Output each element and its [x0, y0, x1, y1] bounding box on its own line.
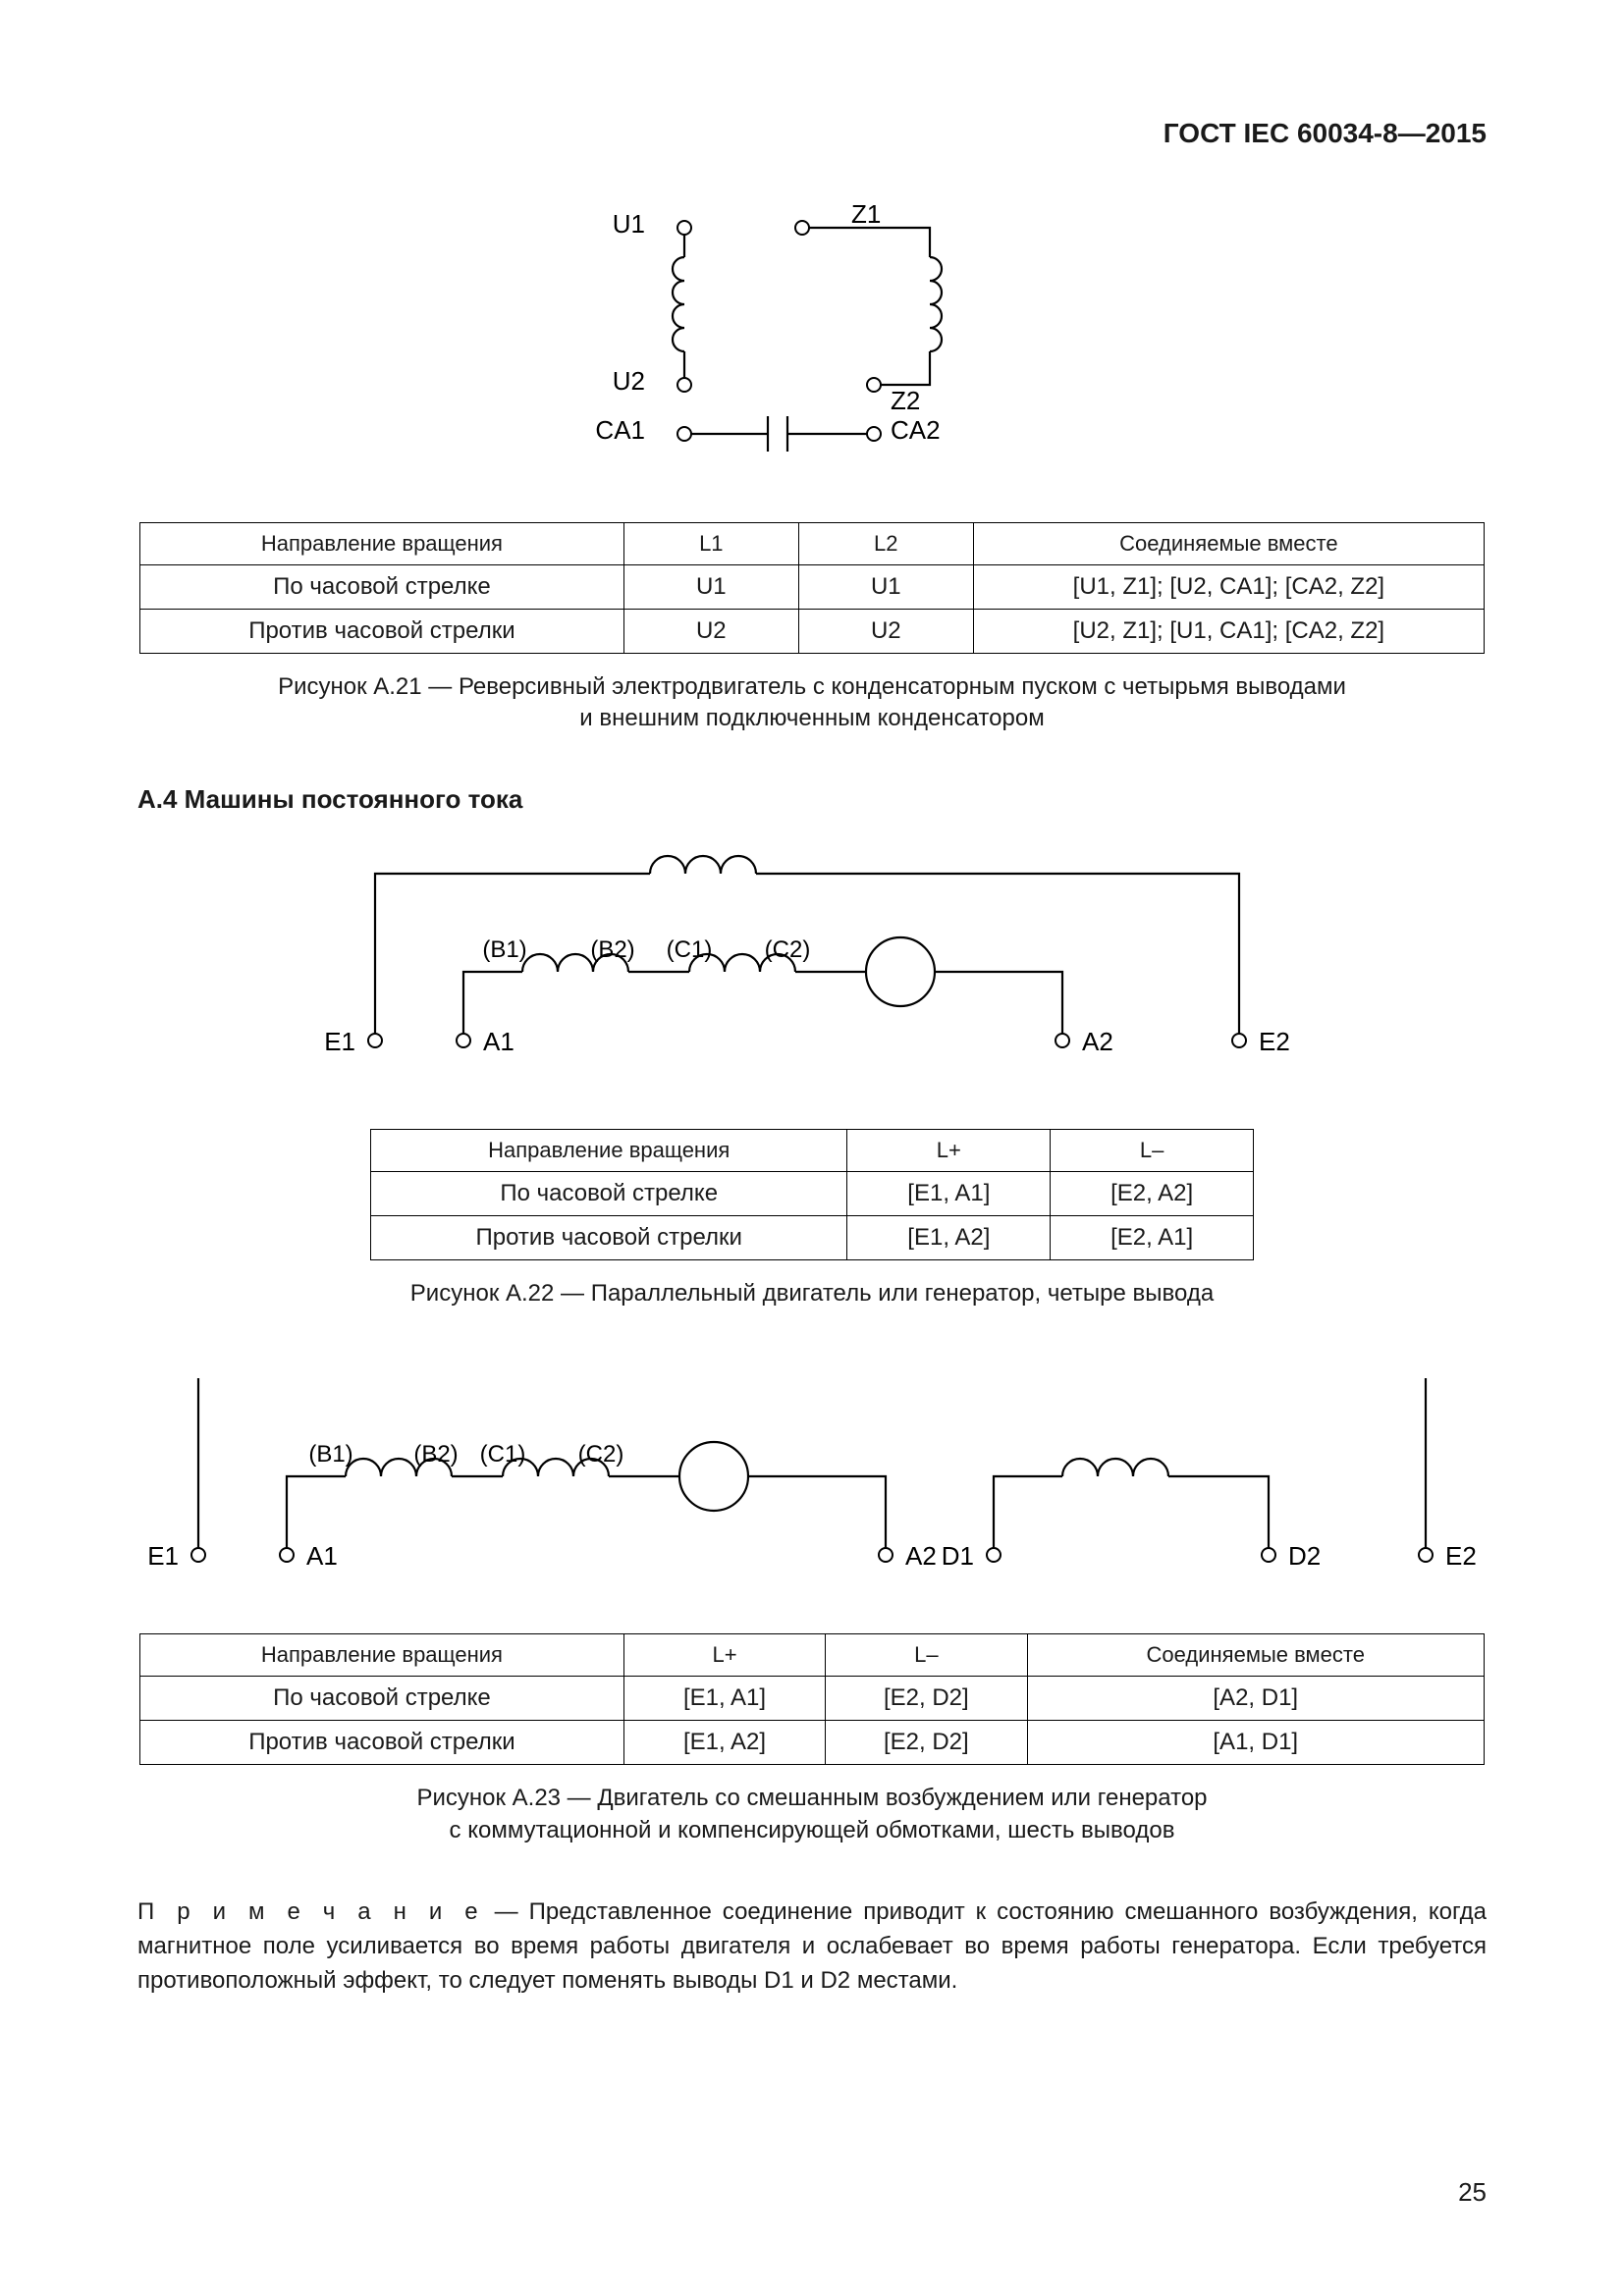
- label-ca1: CA1: [595, 415, 645, 445]
- caption-a22: Рисунок А.22 — Параллельный двигатель ил…: [137, 1278, 1487, 1309]
- label-a2-23: A2: [905, 1541, 937, 1571]
- label-a1: A1: [483, 1027, 514, 1056]
- label-z1: Z1: [851, 199, 881, 229]
- caption-a21: Рисунок А.21 — Реверсивный электродвигат…: [137, 671, 1487, 735]
- label-b2-23: (B2): [413, 1441, 458, 1468]
- label-d1-23: D1: [942, 1541, 974, 1571]
- table-a22: Направление вращения L+ L– По часовой ст…: [370, 1129, 1254, 1260]
- label-e1: E1: [324, 1027, 355, 1056]
- label-a1-23: A1: [306, 1541, 338, 1571]
- label-e2: E2: [1259, 1027, 1290, 1056]
- table-a21: Направление вращения L1 L2 Соединяемые в…: [139, 522, 1485, 654]
- t21-h2: L2: [798, 523, 973, 565]
- table-row: По часовой стрелке U1 U1 [U1, Z1]; [U2, …: [140, 565, 1485, 610]
- label-c2: (C2): [765, 936, 811, 963]
- label-b1-23: (B1): [308, 1441, 352, 1468]
- document-header: ГОСТ IEC 60034-8—2015: [137, 118, 1487, 149]
- label-z2: Z2: [891, 386, 920, 415]
- table-row: По часовой стрелке [E1, A1] [E2, D2] [A2…: [140, 1677, 1485, 1721]
- label-b1: (B1): [482, 936, 526, 963]
- label-d2-23: D2: [1288, 1541, 1321, 1571]
- table-row: Против часовой стрелки U2 U2 [U2, Z1]; […: [140, 610, 1485, 654]
- page-number: 25: [1458, 2177, 1487, 2208]
- t21-h3: Соединяемые вместе: [973, 523, 1484, 565]
- label-c1: (C1): [667, 936, 713, 963]
- table-a23: Направление вращения L+ L– Соединяемые в…: [139, 1633, 1485, 1765]
- t21-h0: Направление вращения: [140, 523, 624, 565]
- label-c2-23: (C2): [578, 1441, 624, 1468]
- t21-h1: L1: [623, 523, 798, 565]
- note-lead: П р и м е ч а н и е: [137, 1898, 484, 1925]
- table-row: Против часовой стрелки [E1, A2] [E2, D2]…: [140, 1721, 1485, 1765]
- label-a2: A2: [1082, 1027, 1113, 1056]
- label-c1-23: (C1): [480, 1441, 526, 1468]
- label-u2: U2: [613, 366, 645, 396]
- note: П р и м е ч а н и е — Представленное сое…: [137, 1896, 1487, 1998]
- label-u1: U1: [613, 209, 645, 239]
- figure-a22: E1 E2 A1 (B1) (B2) (C1) (C2) A2: [137, 844, 1487, 1099]
- figure-a23: E1 E2 A1 (B1) (B2) (C1) (C2) A2 D1: [137, 1359, 1487, 1604]
- section-a4-heading: А.4 Машины постоянного тока: [137, 784, 1487, 815]
- label-e1-23: E1: [147, 1541, 179, 1571]
- table-row: Против часовой стрелки [E1, A2] [E2, A1]: [371, 1215, 1254, 1259]
- label-ca2: CA2: [891, 415, 941, 445]
- label-b2: (B2): [590, 936, 634, 963]
- caption-a23: Рисунок А.23 — Двигатель со смешанным во…: [137, 1783, 1487, 1846]
- figure-a21: U1 U2 Z1 Z2 CA1 CA2: [137, 188, 1487, 493]
- table-row: По часовой стрелке [E1, A1] [E2, A2]: [371, 1171, 1254, 1215]
- label-e2-23: E2: [1445, 1541, 1477, 1571]
